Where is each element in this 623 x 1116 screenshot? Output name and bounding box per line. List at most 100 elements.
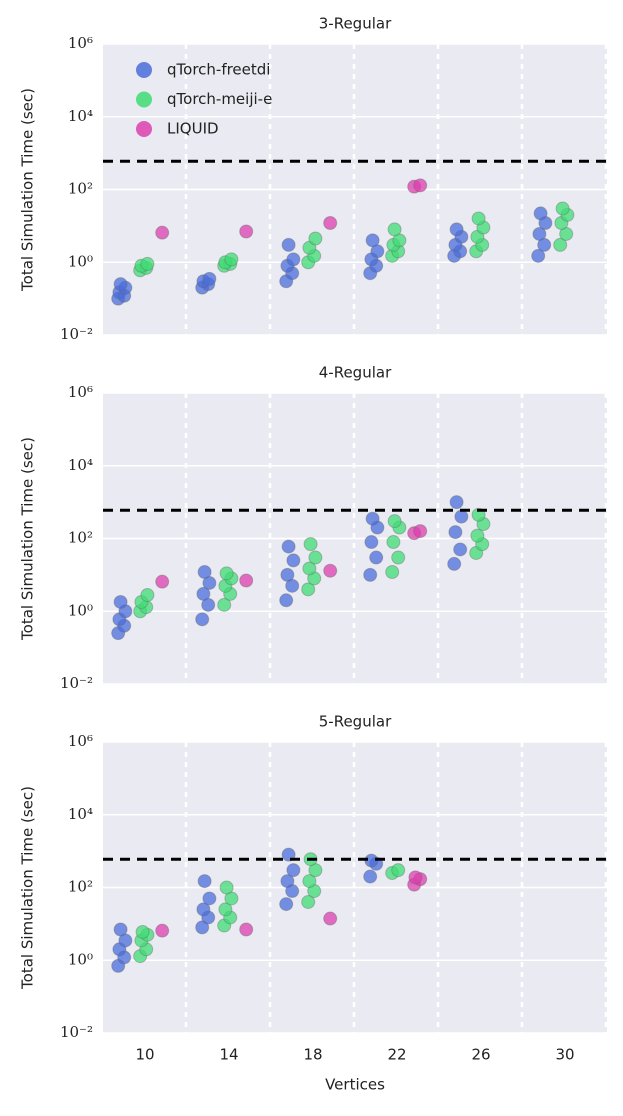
panel-title: 5-Regular [319, 713, 392, 731]
data-point [280, 874, 295, 889]
data-point [113, 922, 128, 937]
data-point [470, 229, 485, 244]
data-point [279, 593, 294, 608]
data-point [453, 542, 468, 557]
y-tick-label: 10⁰ [68, 950, 93, 968]
y-tick-label: 10⁶ [68, 383, 93, 401]
x-tick-label: 18 [303, 1046, 322, 1064]
data-point [532, 226, 547, 241]
x-tick-label: 26 [471, 1046, 490, 1064]
data-point [392, 233, 407, 248]
y-tick-label: 10⁰ [68, 601, 93, 619]
data-point [140, 256, 155, 271]
data-point [217, 597, 232, 612]
data-point [449, 222, 464, 237]
data-point [302, 874, 317, 889]
y-tick-label: 10⁴ [68, 107, 93, 125]
data-point [408, 870, 423, 885]
x-tick-label: 30 [555, 1046, 574, 1064]
data-point [155, 923, 170, 938]
data-point [202, 271, 217, 286]
data-point [286, 252, 301, 267]
data-point [413, 178, 428, 193]
data-point [155, 574, 170, 589]
panel-title: 3-Regular [319, 15, 392, 33]
y-axis-label: Total Simulation Time (sec) [19, 437, 37, 641]
y-tick-label: 10⁻² [60, 325, 93, 343]
data-point [531, 248, 546, 263]
data-point [308, 863, 323, 878]
data-point [224, 252, 239, 267]
data-point [391, 550, 406, 565]
data-point [369, 550, 384, 565]
data-point [454, 509, 469, 524]
data-point [239, 224, 254, 239]
data-point [447, 556, 462, 571]
data-point [239, 573, 254, 588]
data-point [302, 561, 317, 576]
data-point [308, 550, 323, 565]
data-point [555, 201, 570, 216]
data-point [197, 564, 212, 579]
data-point [302, 240, 317, 255]
data-point [363, 567, 378, 582]
data-point [195, 612, 210, 627]
y-axis-label: Total Simulation Time (sec) [19, 88, 37, 292]
data-point [197, 874, 212, 889]
data-point [386, 535, 401, 550]
data-point [280, 567, 295, 582]
legend-marker [136, 62, 152, 78]
data-point [219, 880, 234, 895]
data-point [470, 528, 485, 543]
data-point [363, 869, 378, 884]
data-point [286, 863, 301, 878]
data-point [323, 911, 338, 926]
y-tick-label: 10⁻² [60, 1023, 93, 1041]
y-tick-label: 10⁶ [68, 732, 93, 750]
data-point [281, 237, 296, 252]
data-point [391, 863, 406, 878]
y-tick-label: 10² [68, 878, 93, 896]
x-tick-label: 22 [387, 1046, 406, 1064]
legend-label: qTorch-freetdi [167, 61, 270, 79]
data-point [301, 894, 316, 909]
data-point [364, 535, 379, 550]
y-tick-label: 10⁰ [68, 252, 93, 270]
x-axis-label: Vertices [325, 1076, 385, 1094]
data-point [387, 514, 402, 529]
data-point [323, 563, 338, 578]
data-point [202, 891, 217, 906]
y-tick-label: 10⁴ [68, 805, 93, 823]
y-tick-label: 10² [68, 529, 93, 547]
data-point [303, 537, 318, 552]
data-point [196, 902, 211, 917]
data-point [537, 237, 552, 252]
data-point [323, 215, 338, 230]
data-point [195, 920, 210, 935]
data-point [201, 597, 216, 612]
data-point [370, 244, 385, 259]
data-point [365, 233, 380, 248]
data-point [301, 582, 316, 597]
data-point [308, 231, 323, 246]
legend-marker [136, 121, 152, 137]
data-point [553, 237, 568, 252]
y-tick-label: 10⁴ [68, 456, 93, 474]
y-axis-label: Total Simulation Time (sec) [19, 786, 37, 990]
data-point [279, 897, 294, 912]
legend-marker [136, 91, 152, 108]
y-tick-label: 10² [68, 180, 93, 198]
data-point [365, 511, 380, 526]
data-point [224, 891, 239, 906]
data-point [113, 594, 128, 609]
data-point [140, 587, 155, 602]
y-tick-label: 10⁶ [68, 34, 93, 52]
panel-title: 4-Regular [319, 364, 392, 382]
data-point [387, 222, 402, 237]
data-point [449, 495, 464, 510]
data-point [118, 933, 133, 948]
y-tick-label: 10⁻² [60, 674, 93, 692]
data-point [533, 206, 548, 221]
data-point [113, 277, 128, 292]
data-point [448, 525, 463, 540]
